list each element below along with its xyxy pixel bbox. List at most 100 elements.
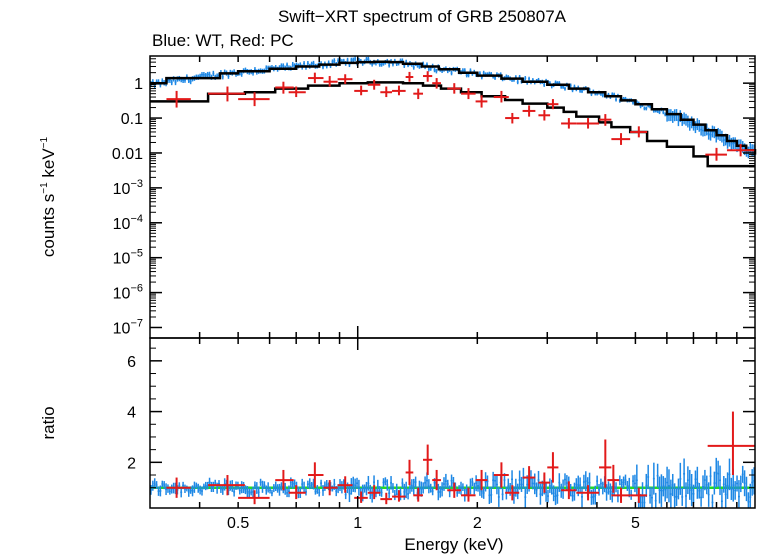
pc-ratio-point bbox=[607, 464, 620, 493]
wt-data-point bbox=[720, 130, 723, 143]
wt-ratio-point bbox=[615, 482, 617, 493]
wt-ratio-point bbox=[274, 481, 277, 492]
wt-ratio-point bbox=[161, 480, 164, 488]
wt-ratio-point bbox=[276, 484, 279, 493]
pc-data-point bbox=[630, 126, 648, 138]
wt-ratio-point bbox=[751, 469, 754, 496]
wt-ratio-point bbox=[514, 478, 517, 497]
wt-ratio-point bbox=[460, 481, 462, 495]
wt-ratio-point bbox=[702, 475, 704, 499]
wt-data-point bbox=[388, 62, 391, 68]
wt-ratio-point bbox=[386, 479, 389, 491]
wt-ratio-point bbox=[564, 473, 566, 486]
wt-ratio-point bbox=[410, 479, 413, 492]
wt-ratio-point bbox=[683, 458, 686, 490]
wt-ratio-point bbox=[494, 474, 496, 488]
wt-ratio-point bbox=[739, 475, 742, 493]
wt-ratio-point bbox=[378, 486, 381, 497]
wt-ratio-point bbox=[722, 475, 725, 493]
top-y-tick-label: 10−5 bbox=[113, 248, 143, 268]
wt-ratio-point bbox=[709, 466, 712, 486]
pc-ratio-point bbox=[576, 485, 600, 501]
wt-ratio-point bbox=[184, 484, 186, 494]
top-y-tick-label: 0.1 bbox=[121, 111, 143, 128]
pc-ratio-point bbox=[611, 487, 631, 503]
wt-ratio-point bbox=[357, 479, 360, 496]
wt-ratio-point bbox=[469, 478, 472, 495]
wt-ratio-point bbox=[221, 484, 224, 495]
wt-ratio-point bbox=[159, 485, 162, 497]
pc-data-point bbox=[475, 95, 488, 108]
pc-data-point bbox=[367, 79, 381, 90]
wt-ratio-point bbox=[535, 482, 538, 498]
wt-ratio-point bbox=[747, 492, 750, 508]
wt-ratio-point bbox=[669, 479, 672, 508]
wt-ratio-point bbox=[671, 473, 674, 497]
wt-data-point bbox=[749, 142, 752, 154]
wt-ratio-point bbox=[212, 481, 215, 493]
wt-ratio-point bbox=[444, 473, 447, 489]
chart-title: Swift−XRT spectrum of GRB 250807A bbox=[278, 7, 567, 26]
wt-ratio-point bbox=[660, 474, 663, 507]
wt-ratio-point bbox=[165, 483, 168, 496]
wt-data-point bbox=[615, 97, 617, 102]
wt-ratio-point bbox=[395, 483, 398, 496]
wt-ratio-point bbox=[581, 486, 583, 508]
pc-ratio-point bbox=[538, 472, 551, 493]
wt-data-point bbox=[201, 72, 203, 78]
wt-ratio-point bbox=[582, 474, 585, 490]
wt-ratio-point bbox=[424, 476, 427, 490]
wt-data-point bbox=[601, 93, 604, 98]
top-y-label-main: counts s bbox=[39, 194, 58, 257]
wt-ratio-point bbox=[350, 478, 353, 495]
wt-ratio-point bbox=[588, 472, 591, 493]
wt-data-point bbox=[564, 86, 566, 91]
wt-ratio-point bbox=[643, 494, 646, 508]
wt-ratio-point bbox=[645, 473, 648, 498]
wt-ratio-point bbox=[552, 485, 555, 502]
wt-ratio-point bbox=[448, 485, 451, 498]
wt-ratio-point bbox=[624, 474, 627, 486]
wt-ratio-point bbox=[318, 488, 321, 497]
wt-ratio-point bbox=[675, 487, 678, 506]
wt-data-point bbox=[645, 106, 648, 111]
wt-ratio-point bbox=[556, 486, 559, 504]
pc-data-point bbox=[432, 78, 441, 89]
wt-data-point bbox=[303, 61, 306, 67]
wt-ratio-point bbox=[705, 475, 708, 495]
wt-ratio-point bbox=[443, 477, 445, 491]
wt-ratio-point bbox=[202, 483, 205, 490]
wt-ratio-point bbox=[269, 487, 271, 494]
wt-ratio-point bbox=[193, 481, 196, 493]
wt-ratio-point bbox=[233, 487, 236, 497]
wt-ratio-point bbox=[539, 483, 542, 505]
wt-ratio-point bbox=[346, 482, 349, 494]
pc-ratio-point bbox=[208, 475, 245, 496]
wt-data-point bbox=[677, 114, 680, 127]
wt-ratio-point bbox=[259, 478, 262, 486]
wt-ratio-point bbox=[303, 481, 306, 494]
wt-ratio-point bbox=[446, 479, 449, 489]
wt-ratio-point bbox=[720, 489, 723, 508]
wt-data-point bbox=[312, 60, 315, 66]
spectrum-panel: 1 0.1 0.01 10−3 10−4 10−5 10−6 10−7 bbox=[112, 55, 757, 339]
wt-ratio-point bbox=[272, 484, 275, 493]
wt-ratio-point bbox=[301, 478, 304, 490]
wt-data-point bbox=[221, 74, 224, 80]
wt-ratio-point bbox=[609, 483, 612, 500]
wt-data-point bbox=[202, 72, 205, 78]
wt-ratio-point bbox=[289, 477, 292, 488]
wt-ratio-point bbox=[575, 478, 578, 492]
pc-data-point bbox=[405, 71, 414, 82]
pc-data-point bbox=[323, 76, 338, 87]
pc-ratio-point bbox=[461, 487, 476, 502]
wt-ratio-point bbox=[717, 460, 720, 487]
chart-subtitle: Blue: WT, Red: PC bbox=[152, 31, 294, 50]
wt-ratio-point bbox=[473, 482, 476, 495]
wt-data-point bbox=[291, 61, 294, 67]
wt-data-point bbox=[686, 115, 689, 128]
wt-ratio-point bbox=[558, 473, 561, 492]
top-y-tick-label: 10−6 bbox=[113, 283, 143, 303]
pc-ratio-point bbox=[392, 490, 406, 502]
wt-ratio-point bbox=[531, 477, 534, 490]
